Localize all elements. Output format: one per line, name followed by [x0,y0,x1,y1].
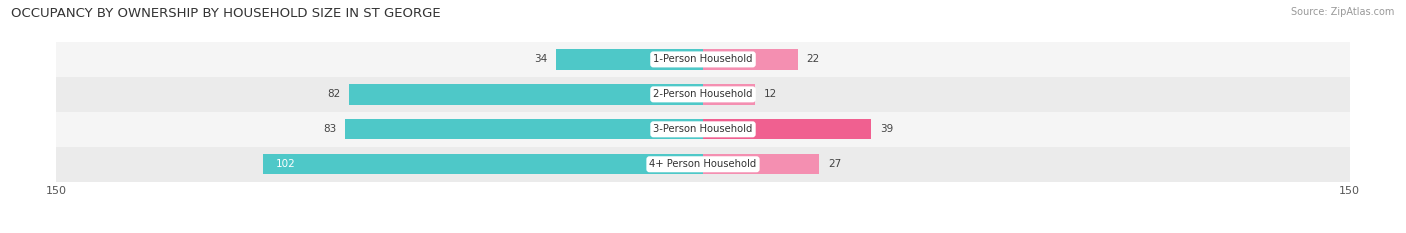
Bar [703,119,872,139]
Bar [703,154,820,174]
Bar [56,77,1350,112]
Bar [350,84,703,105]
Legend: Owner-occupied, Renter-occupied: Owner-occupied, Renter-occupied [596,231,810,233]
Text: 82: 82 [328,89,340,99]
Text: 3-Person Household: 3-Person Household [654,124,752,134]
Text: Source: ZipAtlas.com: Source: ZipAtlas.com [1291,7,1395,17]
Text: 4+ Person Household: 4+ Person Household [650,159,756,169]
Text: 2-Person Household: 2-Person Household [654,89,752,99]
Bar [263,154,703,174]
Text: OCCUPANCY BY OWNERSHIP BY HOUSEHOLD SIZE IN ST GEORGE: OCCUPANCY BY OWNERSHIP BY HOUSEHOLD SIZE… [11,7,441,20]
Text: 102: 102 [276,159,295,169]
Bar [56,112,1350,147]
Bar [703,49,797,69]
Bar [557,49,703,69]
Text: 83: 83 [323,124,336,134]
Text: 27: 27 [828,159,841,169]
Text: 34: 34 [534,55,548,64]
Bar [56,42,1350,77]
Text: 1-Person Household: 1-Person Household [654,55,752,64]
Text: 39: 39 [880,124,893,134]
Bar [344,119,703,139]
Text: 22: 22 [807,55,820,64]
Bar [56,147,1350,182]
Bar [703,84,755,105]
Text: 12: 12 [763,89,776,99]
